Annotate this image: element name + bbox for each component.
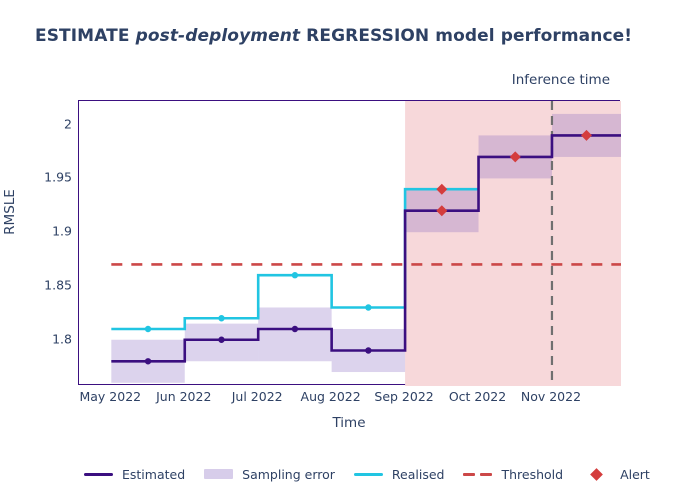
y-tick-label: 1.8 — [52, 331, 72, 347]
x-tick-label: Oct 2022 — [448, 389, 507, 404]
legend-label: Alert — [620, 466, 650, 482]
legend-item-alert[interactable]: Alert — [582, 467, 650, 482]
alert-marker — [436, 183, 448, 195]
realised-point — [365, 304, 372, 311]
x-axis-title: Time — [332, 415, 366, 431]
estimated-point — [365, 347, 372, 354]
y-tick-label: 1.9 — [52, 223, 72, 239]
legend-item-realised[interactable]: Realised — [353, 466, 445, 482]
x-tick-label: Jun 2022 — [156, 389, 212, 404]
performance-chart[interactable] — [79, 101, 621, 386]
plot-area[interactable] — [78, 100, 621, 386]
realised-point — [291, 272, 299, 279]
legend-label: Realised — [391, 466, 445, 482]
estimated-point — [218, 336, 225, 343]
page-title: ESTIMATE post-deployment REGRESSION mode… — [35, 26, 632, 46]
x-tick-label: Sep 2022 — [374, 389, 434, 404]
legend-item-estimated[interactable]: Estimated — [84, 467, 185, 482]
x-tick-label: May 2022 — [79, 389, 142, 404]
alert-marker — [436, 205, 448, 217]
estimated-line-swatch — [84, 472, 113, 476]
estimated-point — [144, 358, 152, 365]
title-part: post-deployment — [135, 26, 301, 46]
x-axis-ticks: May 2022 Jun 2022 Jul 2022 Aug 2022 Sep 2022… — [78, 389, 620, 407]
alert-marker — [580, 129, 592, 141]
alert-marker — [509, 151, 521, 163]
analysis-period-region — [405, 101, 621, 386]
alert-diamond-icon — [590, 467, 603, 481]
title-part: model performance! — [429, 26, 633, 46]
x-tick-label: Nov 2022 — [520, 389, 582, 404]
title-part: ESTIMATE — [35, 26, 136, 46]
y-tick-label: 1.85 — [44, 277, 72, 293]
sampling-error-band — [258, 307, 332, 362]
realised-point — [218, 315, 225, 322]
y-axis-title: RMSLE — [2, 189, 18, 235]
threshold-line-swatch — [463, 472, 493, 476]
title-part: REGRESSION — [306, 26, 430, 46]
legend: Estimated Sampling error Realised Thresh… — [84, 463, 650, 485]
estimated-point — [291, 325, 299, 333]
x-tick-label: Aug 2022 — [300, 389, 361, 404]
y-axis-ticks: 2 1.95 1.9 1.85 1.8 — [30, 100, 72, 385]
legend-item-threshold[interactable]: Threshold — [463, 467, 563, 482]
legend-label: Threshold — [501, 466, 564, 482]
y-tick-label: 1.95 — [44, 169, 72, 185]
sampling-error-swatch — [204, 469, 234, 479]
inference-time-label: Inference time — [511, 72, 610, 88]
legend-item-sampling-error[interactable]: Sampling error — [204, 467, 335, 482]
legend-label: Sampling error — [242, 466, 335, 482]
y-tick-label: 2 — [64, 116, 72, 132]
x-tick-label: Jul 2022 — [231, 389, 283, 404]
realised-point — [144, 325, 152, 333]
legend-label: Estimated — [122, 466, 186, 482]
realised-line-swatch — [353, 472, 383, 476]
